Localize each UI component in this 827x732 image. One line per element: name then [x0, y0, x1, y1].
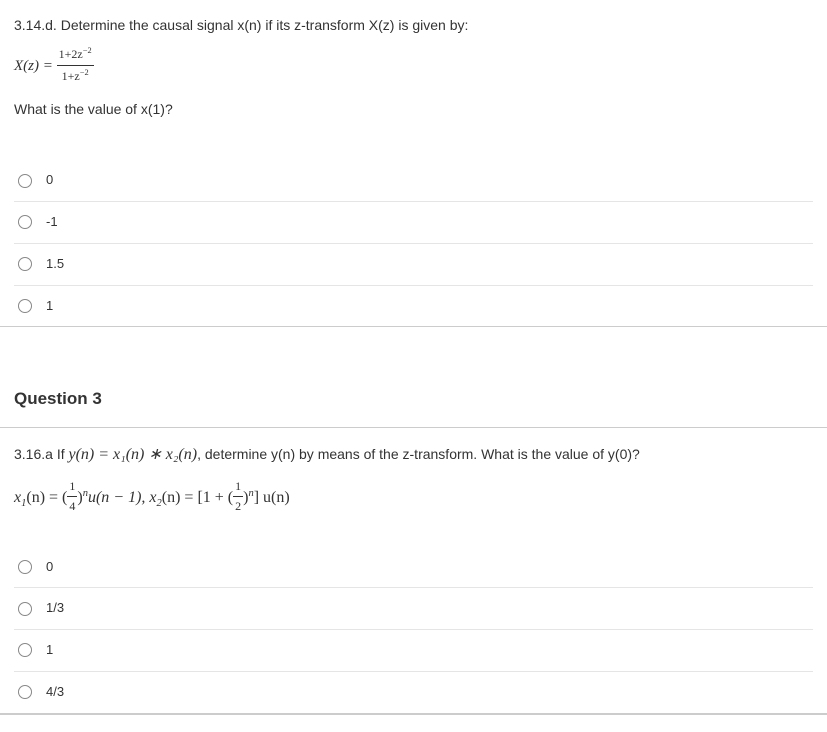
q3-frac2-den: 2 [233, 497, 243, 516]
radio-icon [18, 215, 32, 229]
q3-frac1: 14 [67, 477, 77, 516]
q2-option-3[interactable]: 1 [14, 286, 813, 327]
q2-option-1-label: -1 [46, 212, 58, 233]
q3-l2b: (n) = ( [26, 489, 67, 506]
q3-l2g: ] u(n) [254, 489, 290, 506]
radio-icon [18, 174, 32, 188]
radio-icon [18, 560, 32, 574]
q3-l2d: u(n − 1), x [88, 489, 157, 506]
q2-formula-prefix: X(z) = [14, 59, 57, 75]
q2-option-0-label: 0 [46, 170, 53, 191]
q2-prompt-line2: What is the value of x(1)? [14, 98, 813, 120]
radio-icon [18, 602, 32, 616]
q3-option-0[interactable]: 0 [14, 547, 813, 589]
q2-frac-num-sup: −2 [83, 46, 92, 55]
q2-option-2-label: 1.5 [46, 254, 64, 275]
q2-option-1[interactable]: -1 [14, 202, 813, 244]
q2-option-2[interactable]: 1.5 [14, 244, 813, 286]
q3-option-0-label: 0 [46, 557, 53, 578]
q3-frac1-den: 4 [67, 497, 77, 516]
q3-option-3-label: 4/3 [46, 682, 64, 703]
q3-formula: x1(n) = (14)nu(n − 1), x2(n) = [1 + (12)… [14, 479, 813, 518]
radio-icon [18, 257, 32, 271]
q2-prompt-line1: 3.14.d. Determine the causal signal x(n)… [14, 14, 813, 36]
radio-icon [18, 643, 32, 657]
q2-option-3-label: 1 [46, 296, 53, 317]
q2-option-0[interactable]: 0 [14, 160, 813, 202]
question-3-block: 3.16.a If y(n) = x₁(n) ∗ x₂(n), determin… [0, 428, 827, 714]
q3-prompt-prefix: 3.16.a If [14, 446, 68, 462]
q3-frac1-num: 1 [67, 477, 77, 497]
radio-icon [18, 299, 32, 313]
q3-option-2[interactable]: 1 [14, 630, 813, 672]
q2-frac-num: 1+2z [59, 47, 83, 61]
q3-prompt-mid: , determine y(n) by means of the z-trans… [197, 446, 640, 462]
q3-option-1[interactable]: 1/3 [14, 588, 813, 630]
q2-formula: X(z) = 1+2z−2 1+z−2 [14, 46, 813, 87]
divider [0, 714, 827, 715]
q3-header: Question 3 [0, 367, 827, 427]
q2-fraction: 1+2z−2 1+z−2 [57, 44, 94, 85]
q3-frac2: 12 [233, 477, 243, 516]
q3-math1: y(n) = x₁(n) ∗ x₂(n) [68, 446, 197, 463]
radio-icon [18, 685, 32, 699]
q3-option-3[interactable]: 4/3 [14, 672, 813, 713]
q3-frac2-num: 1 [233, 477, 243, 497]
q3-option-1-label: 1/3 [46, 598, 64, 619]
q2-options: 0 -1 1.5 1 [14, 160, 813, 326]
q3-option-2-label: 1 [46, 640, 53, 661]
q3-options: 0 1/3 1 4/3 [14, 547, 813, 713]
q2-frac-den: 1+z [62, 69, 80, 83]
q3-l2e: (n) = [1 + ( [162, 489, 233, 506]
q2-frac-den-sup: −2 [80, 68, 89, 77]
q3-prompt: 3.16.a If y(n) = x₁(n) ∗ x₂(n), determin… [14, 442, 813, 468]
question-2-block: 3.14.d. Determine the causal signal x(n)… [0, 0, 827, 327]
